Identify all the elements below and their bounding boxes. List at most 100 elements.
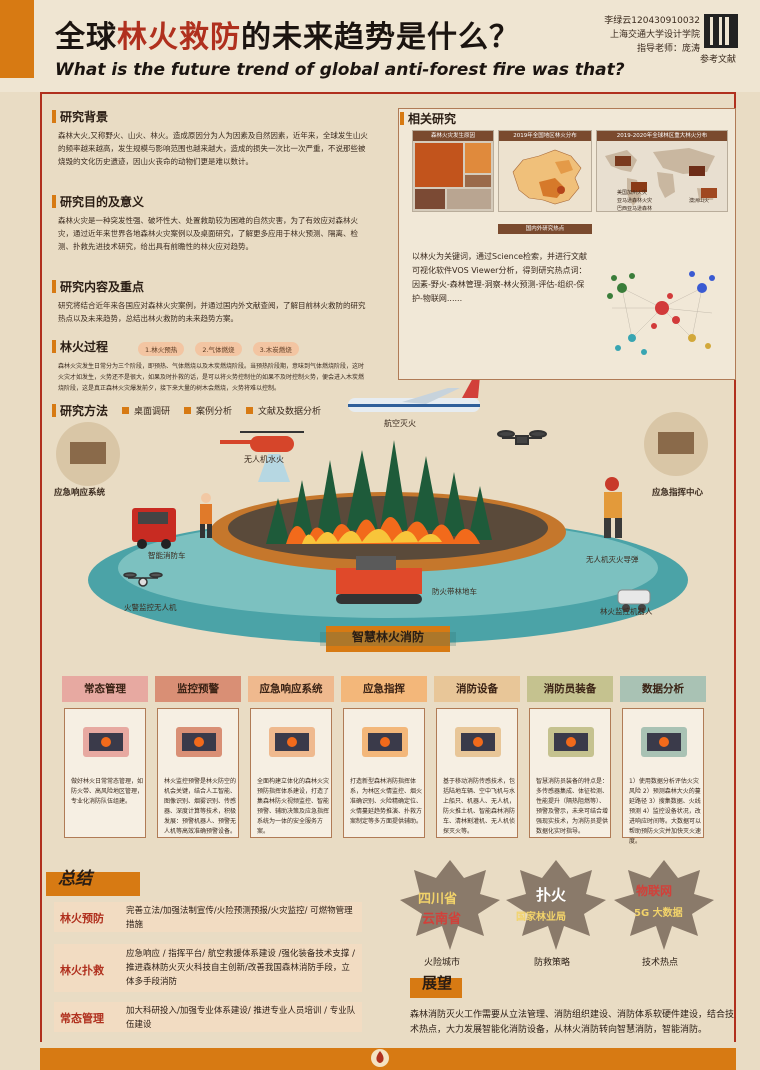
summary-heading: 总结 bbox=[58, 869, 92, 889]
panel-caption: 国内外研究热点 bbox=[498, 224, 592, 234]
cause-treemap[interactable]: 森林火灾发生原因 bbox=[412, 130, 494, 212]
summary-text: 完善立法/加强法制宣传/火险预测预报/火灾监控/ 可燃物管理措施 bbox=[126, 906, 353, 930]
category-text: 做好林火日常常态管理，如防火带、高风险地区管理，专业化消防队伍组建。 bbox=[71, 778, 144, 805]
label-firebreak: 防火带林地车 bbox=[432, 587, 477, 596]
leaf-icon bbox=[400, 860, 500, 950]
summary-row: 林火预防 完善立法/加强法制宣传/火险预测预报/火灾监控/ 可燃物管理措施 bbox=[54, 902, 362, 932]
related-heading: 相关研究 bbox=[400, 110, 456, 127]
category-card[interactable]: 监控预警林火监控预警是林火防空的机会关键，结合人工智能、图像识别、烟雾识别、传感… bbox=[155, 676, 241, 838]
bullet-icon bbox=[184, 407, 192, 414]
fire-process-row: 林火过程 1.林火预热 2.气体燃烧 3.木炭燃烧 bbox=[52, 337, 368, 356]
footer bbox=[40, 1048, 736, 1070]
summary-label: 常态管理 bbox=[60, 1012, 104, 1025]
summary-row: 常态管理 加大科研投入/加强专业体系建设/ 推进专业人员培训 / 专业队伍建设 bbox=[54, 1002, 362, 1032]
leaf-word: 物联网 bbox=[636, 884, 673, 898]
scene-illustration bbox=[56, 380, 708, 652]
world-label: 美国加州火灾 bbox=[617, 190, 648, 196]
category-card[interactable]: 应急响应系统 全面构建立体化的森林火灾预防指挥体系建设，打造了集森林防火视频监控、… bbox=[248, 676, 334, 838]
treemap-cell bbox=[415, 189, 445, 209]
methods-row: 研究方法 桌面调研 案例分析 文献及数据分析 bbox=[52, 402, 368, 419]
category-icon bbox=[362, 727, 408, 757]
summary-label: 林火预防 bbox=[60, 912, 104, 925]
treemap-cell bbox=[465, 143, 491, 173]
qr-code-icon[interactable] bbox=[704, 14, 738, 48]
method-item: 案例分析 bbox=[196, 407, 233, 417]
category-icon bbox=[548, 727, 594, 757]
leaf-word: 扑火 bbox=[536, 886, 567, 904]
category-card[interactable]: 数据分析 1）使用数据分析评估火灾风险 2）预测森林大火的蔓延路径 3）搜集数据、… bbox=[620, 676, 706, 845]
author-advisor: 指导老师：庞涛 bbox=[636, 44, 700, 54]
corner-accent bbox=[0, 0, 34, 78]
outlook-heading: 展望 bbox=[422, 974, 453, 992]
category-body: 打造新型森林消防指挥体系，为林区火情监控、烟火准确识别、火险精确定位、火情蔓延趋… bbox=[343, 708, 425, 838]
category-card[interactable]: 消防设备 基于移动消防传感技术，包括陆地车辆、空中飞机与水上船只、机器人、无人机，… bbox=[434, 676, 520, 838]
background-text: 森林大火,又称野火、山火、林火。造成原因分为人为因素及自然因素，近年来，全球发生… bbox=[58, 131, 368, 166]
category-title: 应急指挥 bbox=[341, 676, 427, 702]
world-map-icon bbox=[605, 148, 717, 206]
purpose-text: 森林火灾是一种突发性强、破坏性大、处置救助较为困难的自然灾害，为了有效应对森林火… bbox=[58, 216, 358, 251]
category-body: 全面构建立体化的森林火灾预防指挥体系建设，打造了集森林防火视频监控、智能预警、辅… bbox=[250, 708, 332, 838]
methods-heading: 研究方法 bbox=[52, 402, 108, 419]
stage-pill: 1.林火预热 bbox=[138, 342, 185, 356]
leaf-wordclouds bbox=[400, 860, 714, 950]
title-highlight: 林火救防 bbox=[117, 20, 241, 55]
world-label: 亚马逊森林火灾 bbox=[617, 198, 653, 204]
world-fire-map[interactable]: 2019-2020年全球林区重大林火分布 美国加州火灾 亚马逊森林火灾 巴西亚马… bbox=[596, 130, 728, 212]
category-card[interactable]: 常态管理 做好林火日常常态管理，如防火带、高风险地区管理，专业化消防队伍组建。 bbox=[62, 676, 148, 838]
scene-title: 智慧林火消防 bbox=[351, 630, 424, 644]
category-body: 林火监控预警是林火防空的机会关键，结合人工智能、图像识别、烟雾识别、传感器、深度… bbox=[157, 708, 239, 838]
summary-heading-block: 总结 bbox=[46, 869, 140, 896]
network-graph-icon[interactable] bbox=[592, 248, 732, 372]
category-icon bbox=[83, 727, 129, 757]
category-body: 智慧消防员装备的特点是：多传感器集成、体征检测、性能提升（隔热阻燃等）、预警及警… bbox=[529, 708, 611, 838]
outlook-text: 森林消防灭火工作需要从立法管理、消防组织建设、消防体系软硬件建设，结合技术热点，… bbox=[410, 1010, 735, 1035]
label-robot: 林火监控机器人 bbox=[600, 607, 653, 616]
world-label: 巴西亚马逊森林 bbox=[617, 206, 653, 212]
leaf-word: 云南省 bbox=[422, 912, 462, 927]
flame-icon bbox=[376, 1051, 384, 1063]
treemap-cell bbox=[447, 189, 491, 209]
category-icon bbox=[176, 727, 222, 757]
summary-row: 林火扑救 应急响应 / 指挥平台/ 航空救援体系建设 /强化装备技术支撑 / 推… bbox=[54, 944, 362, 992]
label-drone-left: 火警监控无人机 bbox=[124, 603, 177, 612]
bullet-icon bbox=[122, 407, 130, 414]
references-link[interactable]: 参考文献 bbox=[700, 55, 737, 65]
author-school: 上海交通大学设计学院 bbox=[609, 30, 700, 40]
category-card[interactable]: 消防员装备智慧消防员装备的特点是：多传感器集成、体征检测、性能提升（隔热阻燃等）… bbox=[527, 676, 613, 838]
leaf-word: 四川省 bbox=[418, 892, 458, 907]
method-item: 桌面调研 bbox=[134, 407, 171, 417]
stage-pill: 3.木炭燃烧 bbox=[252, 342, 299, 356]
summary-label: 林火扑救 bbox=[60, 964, 104, 977]
purpose-heading: 研究目的及意义 bbox=[52, 193, 368, 210]
summary-text: 应急响应 / 指挥平台/ 航空救援体系建设 /强化装备技术支撑 / 推进森林防火… bbox=[126, 949, 355, 987]
method-item: 文献及数据分析 bbox=[258, 407, 322, 417]
category-title: 消防员装备 bbox=[527, 676, 613, 702]
related-research: 相关研究 森林火灾发生原因 2019年全国地区林火分布 2019-2020年全球… bbox=[398, 108, 736, 380]
category-body: 做好林火日常常态管理，如防火带、高风险地区管理，专业化消防队伍组建。 bbox=[64, 708, 146, 838]
panel-caption: 森林火灾发生原因 bbox=[413, 131, 493, 141]
outlook-heading-block: 展望 bbox=[410, 974, 462, 998]
leaf-caption: 火险城市 bbox=[424, 958, 461, 968]
treemap-cell bbox=[415, 143, 463, 187]
category-text: 基于移动消防传感技术，包括陆地车辆、空中飞机与水上船只、机器人、无人机，防火推土… bbox=[443, 778, 516, 835]
content-heading: 研究内容及重点 bbox=[52, 278, 368, 295]
fire-stages: 1.林火预热 2.气体燃烧 3.木炭燃烧 bbox=[138, 337, 305, 356]
china-fire-map[interactable]: 2019年全国地区林火分布 bbox=[498, 130, 592, 212]
stage-pill: 2.气体燃烧 bbox=[195, 342, 242, 356]
category-icon bbox=[269, 727, 315, 757]
category-title: 数据分析 bbox=[620, 676, 706, 702]
category-icon bbox=[455, 727, 501, 757]
category-icon bbox=[641, 727, 687, 757]
summary-text: 加大科研投入/加强专业体系建设/ 推进专业人员培训 / 专业队伍建设 bbox=[126, 1006, 356, 1030]
category-title: 监控预警 bbox=[155, 676, 241, 702]
fire-process-heading: 林火过程 bbox=[52, 338, 108, 355]
category-card[interactable]: 应急指挥打造新型森林消防指挥体系，为林区火情监控、烟火准确识别、火险精确定位、火… bbox=[341, 676, 427, 838]
title-part1: 全球 bbox=[55, 20, 117, 55]
header bbox=[0, 0, 760, 92]
leaf-caption: 防救策略 bbox=[534, 958, 571, 968]
leaf-icon bbox=[506, 860, 606, 950]
author-info: 李绿云120430910032 上海交通大学设计学院 指导老师：庞涛 bbox=[598, 14, 700, 56]
panel-caption: 2019-2020年全球林区重大林火分布 bbox=[597, 131, 727, 141]
smart-firefighting-scene: 智慧林火消防 航空灭火 无人机水火 应急响应系统 应急指挥中心 智能消防车 火警… bbox=[40, 380, 736, 660]
leaf-icon bbox=[614, 860, 714, 950]
